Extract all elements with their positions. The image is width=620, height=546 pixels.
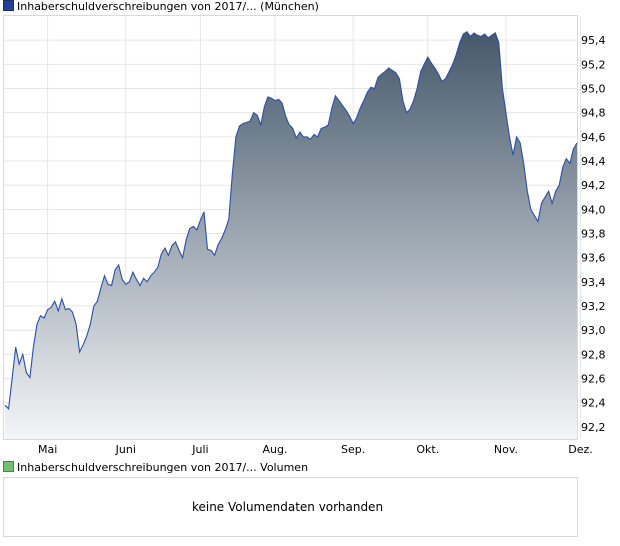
y-tick-label: 93,2: [581, 300, 606, 313]
x-axis: MaiJuniJuliAug.Sep.Okt.Nov.Dez.Jan.Feb.M…: [38, 443, 593, 456]
x-tick-label: Dez.: [568, 443, 593, 456]
y-tick-label: 93,8: [581, 228, 606, 241]
volume-legend: Inhaberschuldverschreibungen von 2017/..…: [3, 461, 308, 475]
x-tick-label: Juni: [115, 443, 136, 456]
y-tick-label: 93,4: [581, 276, 606, 289]
x-tick-label: Juli: [191, 443, 208, 456]
price-legend: Inhaberschuldverschreibungen von 2017/..…: [3, 0, 319, 14]
y-tick-label: 92,8: [581, 348, 606, 361]
no-volume-message: keine Volumendaten vorhanden: [191, 500, 384, 514]
volume-chart-panel: [3, 477, 578, 537]
price-chart: 92,2 92,4 92,6 92,8 93,0 93,2 93,4 93,6 93,8 94,0…: [4, 16, 606, 456]
y-tick-label: 94,2: [581, 179, 606, 192]
y-tick-label: 94,4: [581, 155, 606, 168]
x-tick-label: Aug.: [263, 443, 288, 456]
price-line: [4, 30, 578, 410]
price-area: [5, 31, 577, 439]
y-tick-label: 92,6: [581, 373, 606, 386]
y-tick-label: 93,0: [581, 324, 606, 337]
volume-legend-label: Inhaberschuldverschreibungen von 2017/..…: [17, 461, 309, 474]
price-legend-swatch: [3, 0, 14, 11]
y-tick-label: 94,8: [581, 107, 606, 120]
y-axis: 92,2 92,4 92,6 92,8 93,0 93,2 93,4 93,6 93,8 94,0…: [581, 34, 606, 434]
x-tick-label: Sep.: [341, 443, 365, 456]
x-tick-label: Nov.: [494, 443, 518, 456]
y-tick-label: 95,2: [581, 58, 606, 71]
y-tick-label: 92,4: [581, 397, 606, 410]
y-tick-label: 93,6: [581, 252, 606, 265]
x-tick-label: Okt.: [416, 443, 439, 456]
y-tick-label: 95,4: [581, 34, 606, 47]
y-tick-label: 94,0: [581, 203, 606, 216]
y-tick-label: 92,2: [581, 421, 606, 434]
price-legend-label: Inhaberschuldverschreibungen von 2017/..…: [17, 0, 319, 13]
y-tick-label: 94,6: [581, 131, 606, 144]
volume-legend-swatch: [3, 461, 14, 472]
x-tick-label: Mai: [38, 443, 57, 456]
y-tick-label: 95,0: [581, 83, 606, 96]
